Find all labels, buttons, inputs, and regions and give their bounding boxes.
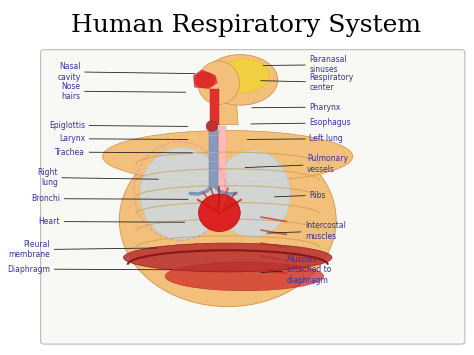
FancyArrow shape xyxy=(210,88,219,125)
Text: Trachea: Trachea xyxy=(55,148,192,157)
Text: Bronchi: Bronchi xyxy=(31,194,188,203)
Text: Esophagus: Esophagus xyxy=(251,119,351,127)
Text: Muscles
attached to
diaphragm: Muscles attached to diaphragm xyxy=(261,255,331,285)
Ellipse shape xyxy=(194,72,215,88)
Text: Paranasal
sinuses: Paranasal sinuses xyxy=(263,55,347,75)
Bar xyxy=(209,187,218,188)
Ellipse shape xyxy=(119,133,336,307)
Text: Ribs: Ribs xyxy=(274,191,326,200)
Ellipse shape xyxy=(203,55,278,105)
Ellipse shape xyxy=(206,121,218,132)
Text: Heart: Heart xyxy=(38,217,185,226)
Text: Larynx: Larynx xyxy=(59,134,188,143)
Text: Respiratory
center: Respiratory center xyxy=(261,73,354,92)
Text: Nose
hairs: Nose hairs xyxy=(61,82,186,101)
FancyBboxPatch shape xyxy=(41,50,465,344)
Ellipse shape xyxy=(198,61,239,104)
Bar xyxy=(209,179,218,180)
Bar xyxy=(209,135,218,136)
Text: Pleural
membrane: Pleural membrane xyxy=(9,240,157,260)
Ellipse shape xyxy=(215,151,290,237)
Text: Nasal
cavity: Nasal cavity xyxy=(57,62,195,82)
Bar xyxy=(209,161,218,162)
Ellipse shape xyxy=(123,243,332,272)
Text: Diaphragm: Diaphragm xyxy=(7,264,172,274)
Polygon shape xyxy=(193,70,217,88)
Ellipse shape xyxy=(140,148,224,240)
Bar xyxy=(209,170,218,171)
Bar xyxy=(219,126,227,197)
Text: Right
lung: Right lung xyxy=(37,168,158,187)
Text: Epiglottis: Epiglottis xyxy=(49,121,188,130)
Polygon shape xyxy=(213,87,238,125)
Ellipse shape xyxy=(199,194,240,231)
Text: Left lung: Left lung xyxy=(247,134,343,143)
Ellipse shape xyxy=(219,59,269,92)
Text: Human Respiratory System: Human Respiratory System xyxy=(71,14,421,37)
Text: Pharynx: Pharynx xyxy=(252,103,341,111)
Bar xyxy=(209,152,218,153)
Text: Intercostal
muscles: Intercostal muscles xyxy=(267,221,346,241)
Text: Pulmonary
vessels: Pulmonary vessels xyxy=(245,154,348,174)
Bar xyxy=(209,127,218,188)
Ellipse shape xyxy=(102,130,353,182)
Ellipse shape xyxy=(165,262,324,291)
